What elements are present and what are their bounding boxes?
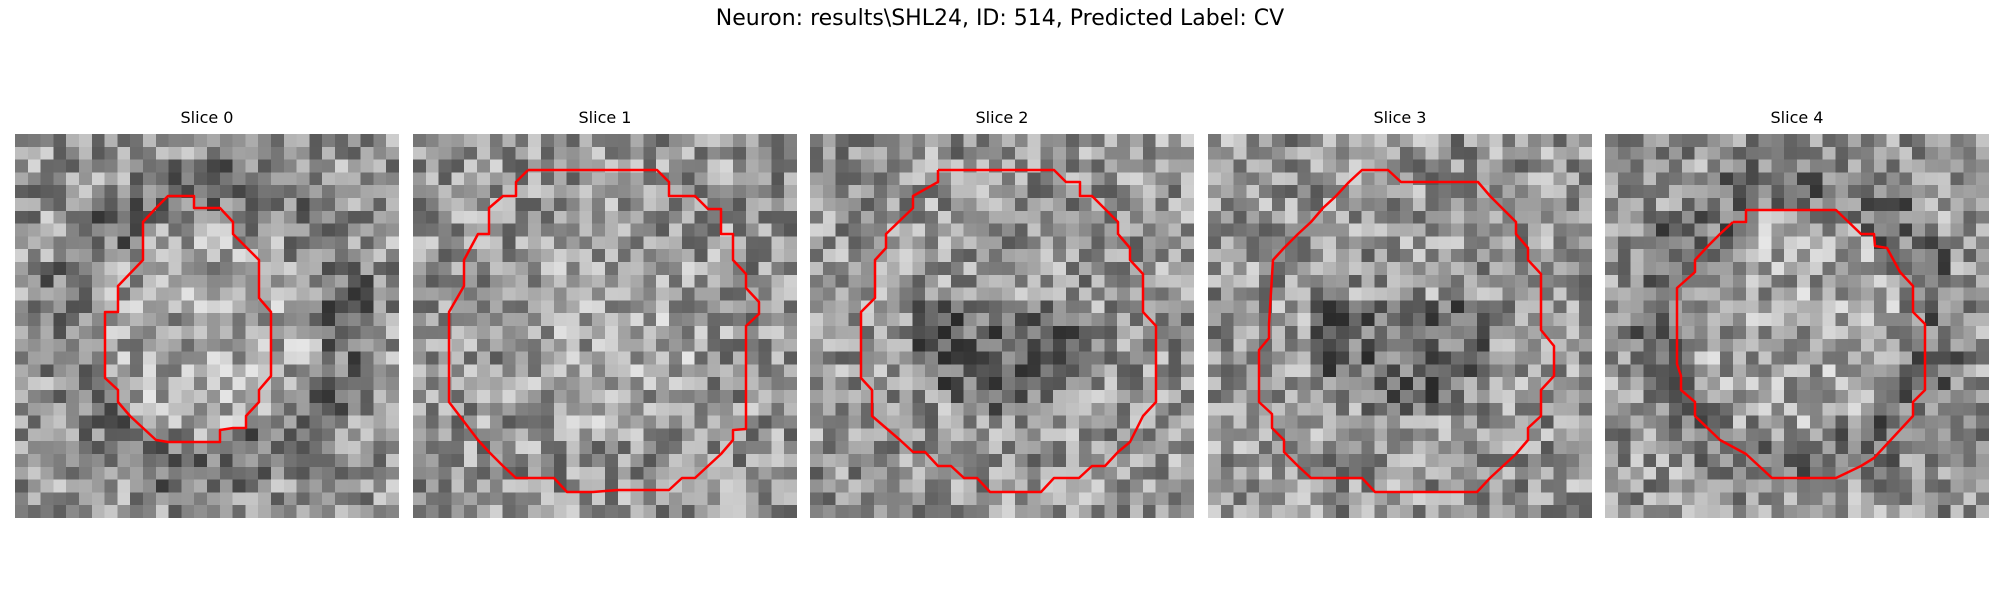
figure-title: Neuron: results\SHL24, ID: 514, Predicte… [715,6,1285,31]
slice-canvas-3 [1208,134,1592,518]
slice-image-4 [1605,134,1989,518]
slice-image-2 [810,134,1194,518]
slice-image-0 [15,134,399,518]
slice-title-1: Slice 1 [578,108,632,127]
slice-title-3: Slice 3 [1373,108,1427,127]
slice-canvas-2 [810,134,1194,518]
neuron-contour-0 [103,194,273,444]
slice-title-2: Slice 2 [975,108,1029,127]
slice-image-3 [1208,134,1592,518]
slice-title-4: Slice 4 [1770,108,1824,127]
slice-canvas-1 [413,134,797,518]
slice-canvas-0 [15,134,399,518]
neuron-contour-1 [447,168,761,494]
slice-title-0: Slice 0 [180,108,234,127]
slice-image-1 [413,134,797,518]
neuron-contour-3 [1257,168,1556,494]
neuron-contour-4 [1675,208,1927,480]
neuron-contour-2 [859,168,1158,494]
